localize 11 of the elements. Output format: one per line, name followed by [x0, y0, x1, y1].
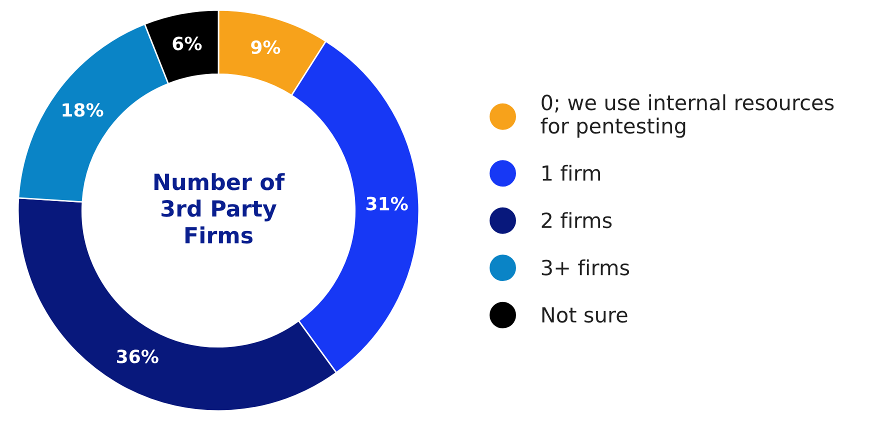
data-label: 31% — [366, 196, 408, 210]
data-label: 6% — [172, 36, 202, 50]
text: Number of 3rd Party Firms — [154, 173, 285, 244]
legend-label: 1 firm — [542, 164, 600, 181]
data-label: 9% — [251, 40, 280, 54]
legend-label: Not sure — [542, 307, 628, 323]
data-label: 36% — [116, 350, 158, 364]
legend-label: 0; we use internal resources for pentesting — [540, 94, 834, 138]
legend-label: 2 firms — [542, 212, 612, 228]
data-label: 18% — [62, 103, 104, 117]
legend-label: 3+ firms — [542, 259, 630, 276]
